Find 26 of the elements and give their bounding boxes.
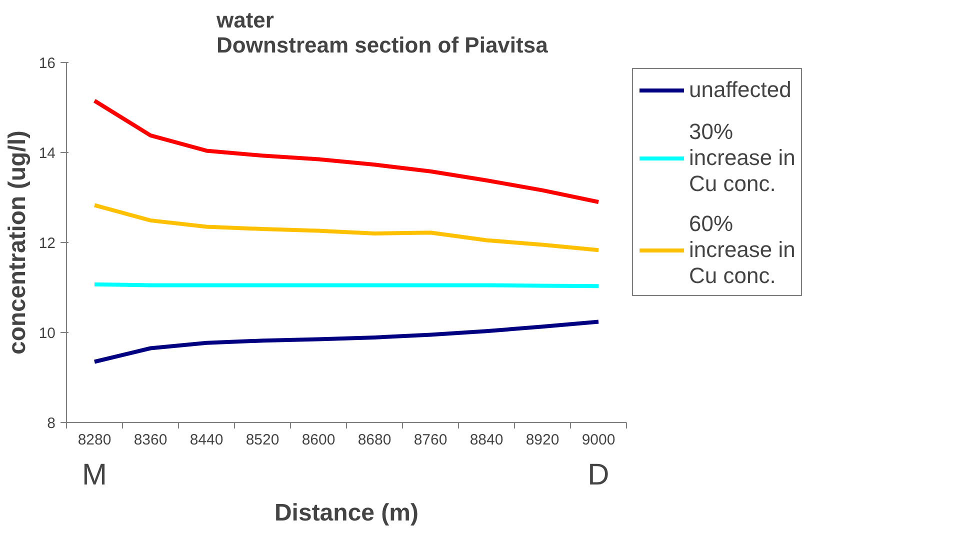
x-tick-label: 8360 xyxy=(134,432,168,448)
y-tick-label: 14 xyxy=(38,145,56,162)
x-tick-label: 8280 xyxy=(78,432,112,448)
y-tick-label: 10 xyxy=(38,325,56,342)
legend-label: 60% increase in Cu conc. xyxy=(689,211,796,289)
text: M xyxy=(82,458,108,492)
chart-title: water Downstream section of Piavitsa xyxy=(216,8,549,58)
y-tick-label: 8 xyxy=(47,415,56,432)
line-series xyxy=(92,98,600,204)
x-axis-title: Distance (m) xyxy=(274,500,419,526)
x-tick-label: 8920 xyxy=(526,432,560,448)
x-tick-label: 8600 xyxy=(302,432,336,448)
x-tick-label: 9000 xyxy=(582,432,616,448)
x-tick-label: 8440 xyxy=(190,432,224,448)
line-series xyxy=(92,320,600,364)
legend-label: 30% increase in Cu conc. xyxy=(689,119,796,197)
x-tick-label: 8680 xyxy=(358,432,392,448)
text: D xyxy=(588,458,610,492)
y-axis-title: concentration (ug/l) xyxy=(4,130,31,354)
y-tick-label: 12 xyxy=(38,235,56,252)
legend-label: unaffected xyxy=(689,76,792,104)
x-tick-label: 8840 xyxy=(470,432,504,448)
y-tick-label: 16 xyxy=(38,55,56,72)
line-series xyxy=(92,203,600,252)
x-tick-label: 8760 xyxy=(414,432,448,448)
x-tick-label: 8520 xyxy=(246,432,280,448)
